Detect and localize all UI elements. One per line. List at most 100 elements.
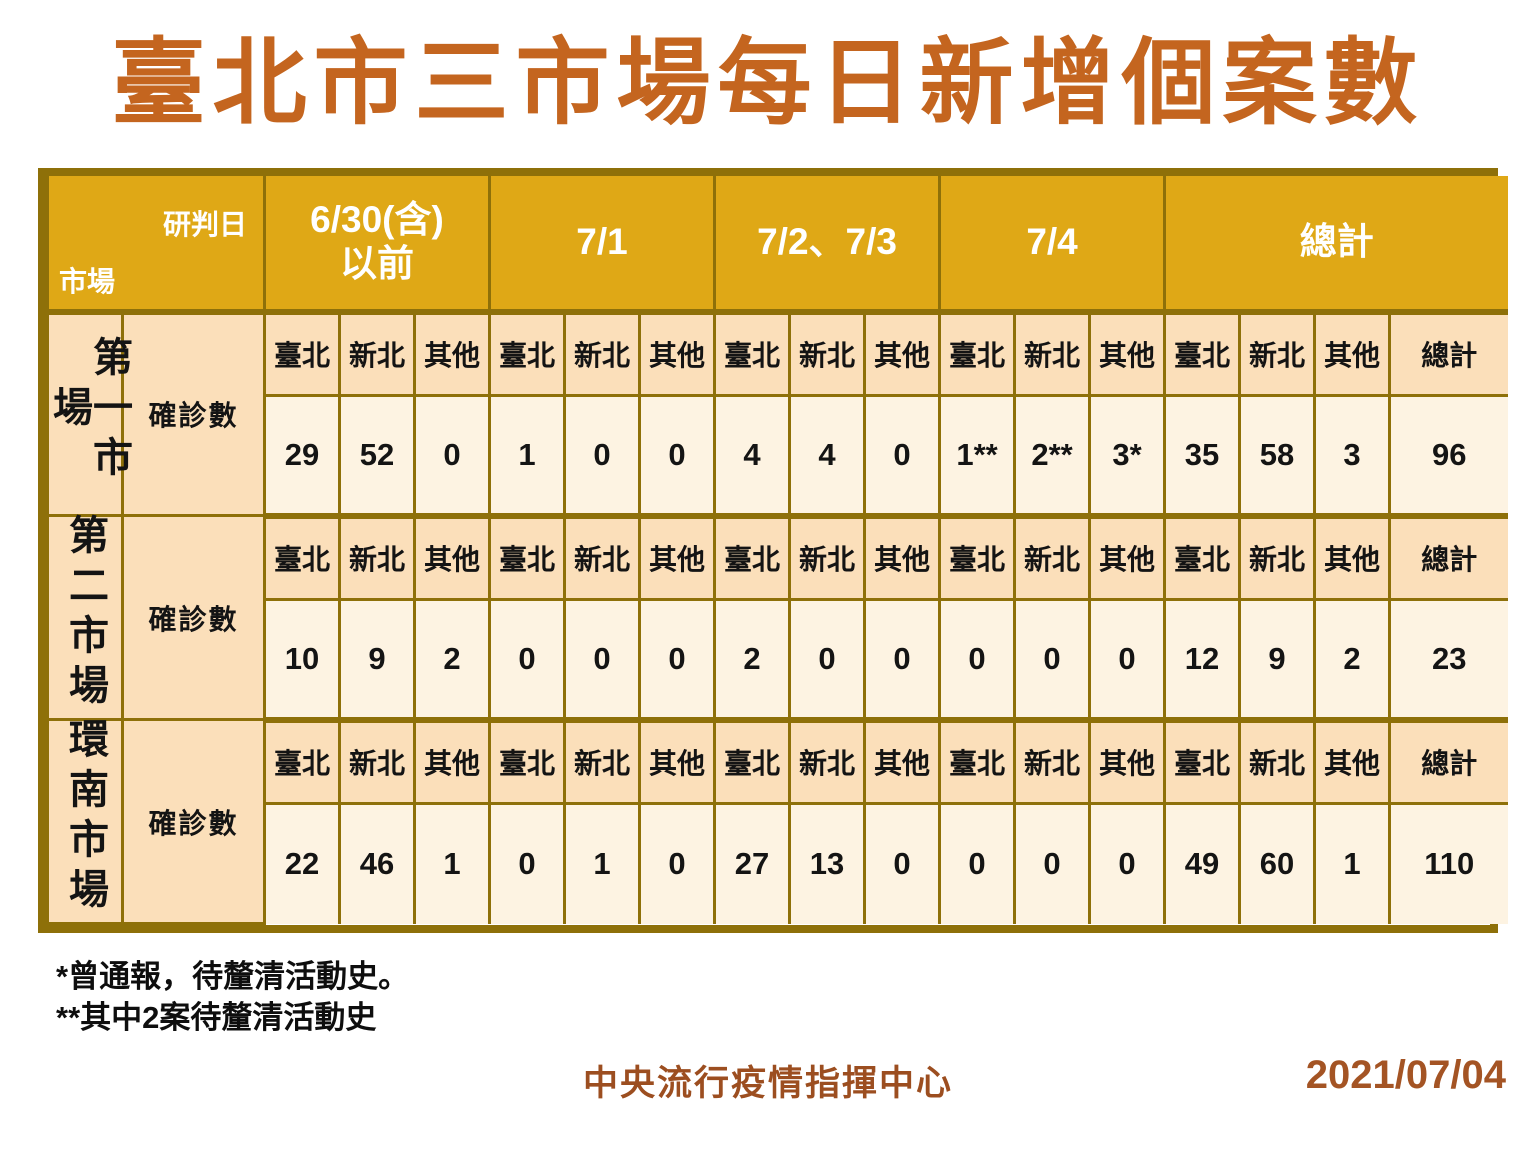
value-cell: 2 — [412, 599, 490, 723]
footer-date: 2021/07/04 — [1305, 1052, 1506, 1097]
value-cell: 9 — [1238, 599, 1315, 723]
subheader-cell: 臺北 — [938, 311, 1015, 398]
subheader-cell: 臺北 — [938, 719, 1015, 806]
market-3-values-row: 22 46 1 0 1 0 27 13 0 0 0 0 49 60 1 110 — [48, 803, 1508, 924]
subheader-cell: 其他 — [863, 311, 940, 398]
value-cell: 3* — [1088, 395, 1165, 519]
subheader-cell: 新北 — [1013, 515, 1090, 602]
footer: 中央流行疫情指揮中心 2021/07/04 — [0, 1052, 1536, 1111]
subheader-cell: 其他 — [1088, 515, 1165, 602]
value-cell: 46 — [338, 803, 415, 924]
value-cell: 9 — [338, 599, 415, 723]
subheader-cell: 其他 — [863, 515, 940, 602]
subheader-cell: 臺北 — [263, 311, 340, 398]
value-cell: 60 — [1238, 803, 1315, 924]
row-label-confirmed: 確診數 — [121, 515, 265, 722]
market-name-cell: 第一市場 — [46, 311, 131, 518]
subheader-cell: 新北 — [563, 515, 640, 602]
subheader-cell: 臺北 — [263, 515, 340, 602]
market-1-values-row: 29 52 0 1 0 0 4 4 0 1** 2** 3* 35 58 3 9… — [48, 395, 1508, 519]
value-cell: 13 — [788, 803, 865, 924]
corner-label-market: 市場 — [59, 266, 116, 298]
subheader-cell: 新北 — [788, 515, 865, 602]
subheader-cell: 總計 — [1388, 311, 1508, 398]
value-cell: 0 — [412, 395, 490, 519]
cases-table: 研判日 市場 6/30(含) 以前 7/1 7/2、7/3 7/4 總計 第一市… — [46, 175, 1508, 926]
subheader-cell: 新北 — [1238, 515, 1315, 602]
subheader-cell: 其他 — [1313, 719, 1390, 806]
subheader-cell: 臺北 — [1163, 719, 1240, 806]
value-cell: 49 — [1163, 803, 1240, 924]
value-cell: 1** — [938, 395, 1015, 519]
subheader-cell: 臺北 — [488, 311, 565, 398]
subheader-cell: 其他 — [412, 311, 490, 398]
subheader-cell: 新北 — [788, 719, 865, 806]
value-cell: 4 — [713, 395, 790, 519]
market-name-cell: 環南市場 — [46, 718, 123, 926]
subheader-cell: 新北 — [563, 719, 640, 806]
value-cell: 0 — [488, 599, 565, 723]
value-cell: 29 — [263, 395, 340, 519]
value-cell: 10 — [263, 599, 340, 723]
subheader-cell: 新北 — [338, 311, 415, 398]
subheader-cell: 新北 — [788, 311, 865, 398]
market-name: 第二市場 — [63, 514, 107, 715]
value-cell: 1 — [563, 803, 640, 924]
subheader-cell: 新北 — [1238, 719, 1315, 806]
value-cell: 0 — [638, 599, 715, 723]
footnotes: *曾通報，待釐清活動史。 **其中2案待釐清活動史 — [56, 957, 1536, 1039]
value-cell: 0 — [638, 803, 715, 924]
subheader-cell: 其他 — [638, 515, 715, 602]
header-date-group-71: 7/1 — [488, 175, 715, 315]
market-name-cell: 第二市場 — [46, 514, 123, 722]
subheader-cell: 臺北 — [713, 311, 790, 398]
subheader-cell: 其他 — [1313, 515, 1390, 602]
value-cell: 3 — [1313, 395, 1390, 519]
subheader-cell: 其他 — [1088, 311, 1165, 398]
value-cell: 22 — [263, 803, 340, 924]
market-2-values-row: 10 9 2 0 0 0 2 0 0 0 0 0 12 9 2 23 — [48, 599, 1508, 723]
value-cell: 1 — [1313, 803, 1390, 924]
value-cell: 0 — [1013, 803, 1090, 924]
value-cell: 1 — [412, 803, 490, 924]
value-cell: 0 — [863, 803, 940, 924]
subheader-cell: 其他 — [1088, 719, 1165, 806]
corner-label-judge-date: 研判日 — [162, 208, 247, 240]
subheader-cell: 其他 — [412, 515, 490, 602]
subheader-cell: 總計 — [1388, 719, 1508, 806]
value-cell: 1 — [488, 395, 565, 519]
value-cell: 110 — [1388, 803, 1508, 924]
subheader-cell: 臺北 — [488, 719, 565, 806]
subheader-cell: 總計 — [1388, 515, 1508, 602]
value-cell: 0 — [788, 599, 865, 723]
market-1-subheader-row: 第一市場 確診數 臺北 新北 其他 臺北 新北 其他 臺北 新北 其他 臺北 新… — [46, 311, 1508, 518]
header-date-group-total: 總計 — [1163, 175, 1508, 315]
subheader-cell: 臺北 — [713, 719, 790, 806]
subheader-cell: 新北 — [338, 515, 415, 602]
value-cell: 0 — [488, 803, 565, 924]
subheader-cell: 臺北 — [1163, 311, 1240, 398]
market-2-subheader-row: 第二市場 確診數 臺北 新北 其他 臺北 新北 其他 臺北 新北 其他 臺北 新… — [46, 514, 1508, 722]
value-cell: 0 — [1013, 599, 1090, 723]
corner-cell: 研判日 市場 — [46, 175, 265, 315]
header-date-group-72-73: 7/2、7/3 — [713, 175, 940, 315]
value-cell: 0 — [938, 599, 1015, 723]
subheader-cell: 新北 — [1013, 311, 1090, 398]
value-cell: 35 — [1163, 395, 1240, 519]
subheader-cell: 其他 — [412, 719, 490, 806]
value-cell: 0 — [863, 395, 940, 519]
value-cell: 52 — [338, 395, 415, 519]
value-cell: 23 — [1388, 599, 1508, 723]
value-cell: 96 — [1388, 395, 1508, 519]
subheader-cell: 新北 — [338, 719, 415, 806]
cases-table-wrapper: 研判日 市場 6/30(含) 以前 7/1 7/2、7/3 7/4 總計 第一市… — [38, 167, 1508, 934]
page-title: 臺北市三市場每日新增個案數 — [111, 30, 1425, 135]
value-cell: 2 — [1313, 599, 1390, 723]
footnote-single-star: *曾通報，待釐清活動史。 — [56, 959, 410, 995]
value-cell: 0 — [1088, 599, 1165, 723]
subheader-cell: 臺北 — [263, 719, 340, 806]
subheader-cell: 新北 — [1238, 311, 1315, 398]
market-3-subheader-row: 環南市場 確診數 臺北 新北 其他 臺北 新北 其他 臺北 新北 其他 臺北 新… — [46, 718, 1508, 926]
subheader-cell: 其他 — [638, 719, 715, 806]
value-cell: 0 — [938, 803, 1015, 924]
